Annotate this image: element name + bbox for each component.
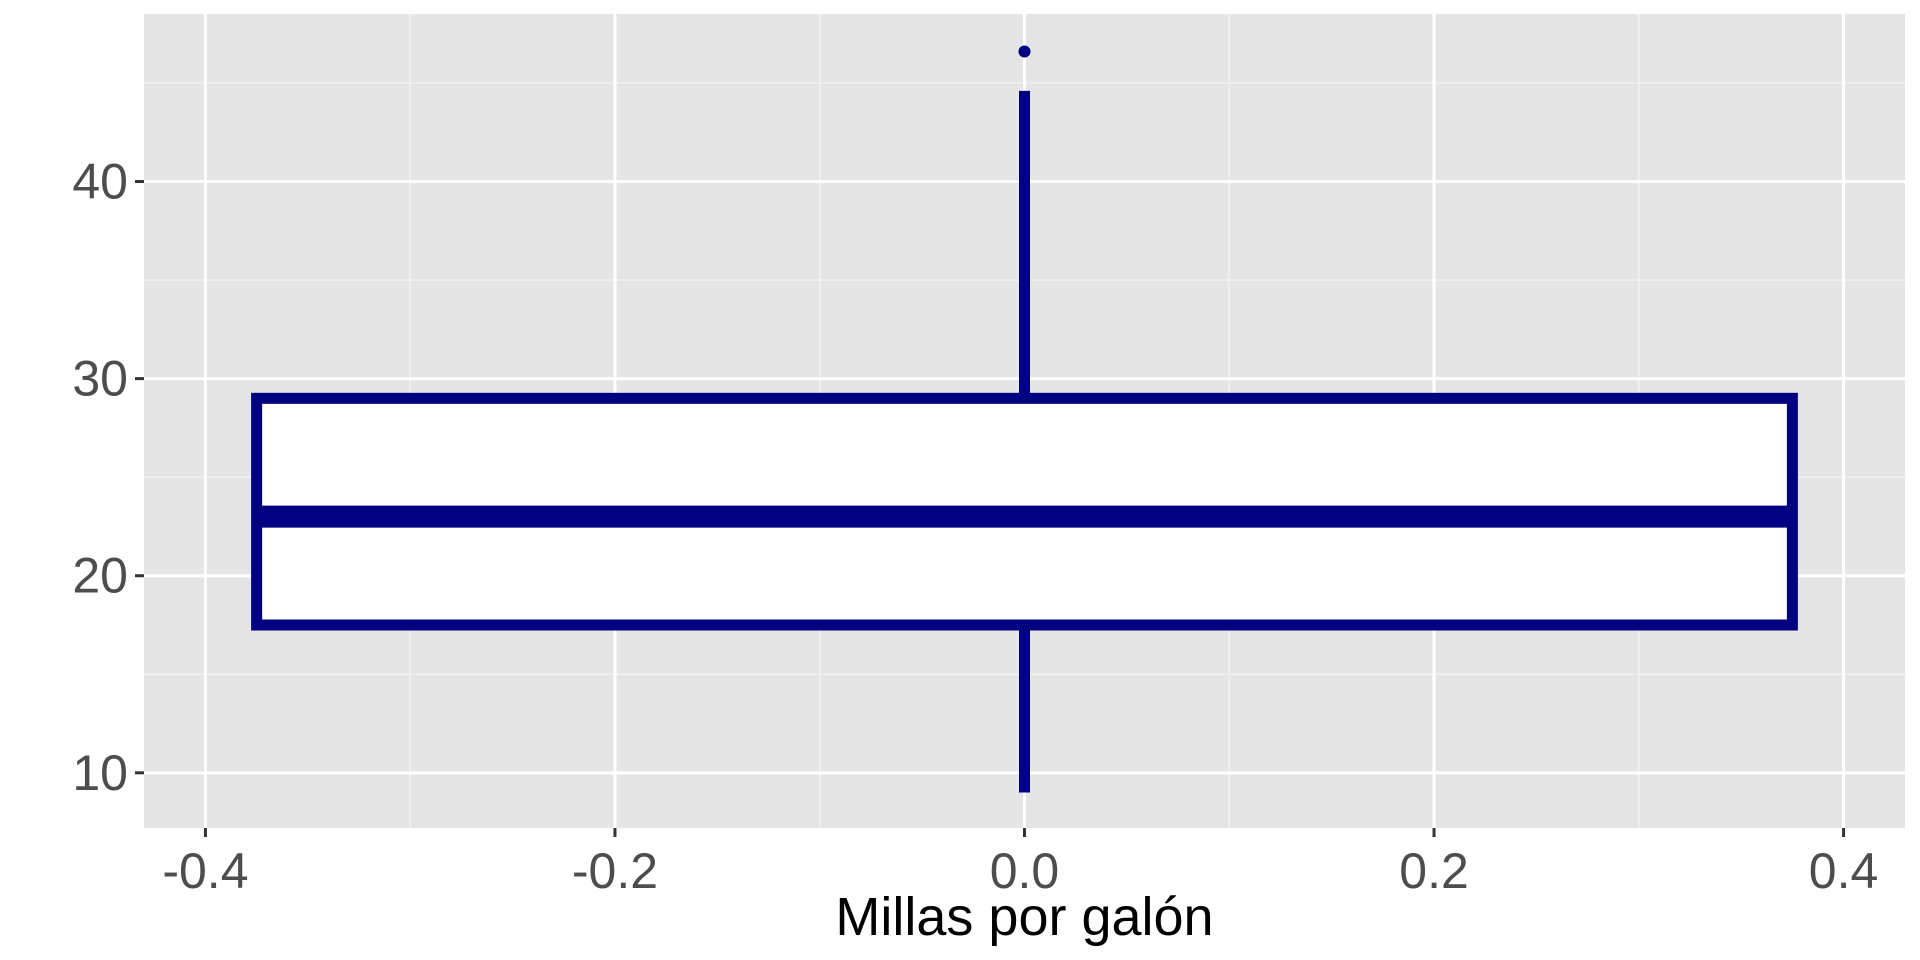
x-tick-label: 0.4 [1809,843,1879,899]
y-tick-label: 40 [72,154,128,210]
x-tick-label: 0.2 [1399,843,1469,899]
x-tick-label: -0.2 [572,843,658,899]
y-tick-label: 30 [72,351,128,407]
y-tick-label: 10 [72,745,128,801]
axes: 10 20 30 40 -0.4 -0.2 0.0 0.2 0.4 [72,154,1878,899]
box-group [251,45,1798,793]
outlier-point [1018,45,1031,58]
x-tick-label: -0.4 [162,843,248,899]
y-tick-label: 20 [72,548,128,604]
x-axis-title: Millas por galón [835,887,1213,947]
x-tick-label: 0.0 [990,843,1060,899]
